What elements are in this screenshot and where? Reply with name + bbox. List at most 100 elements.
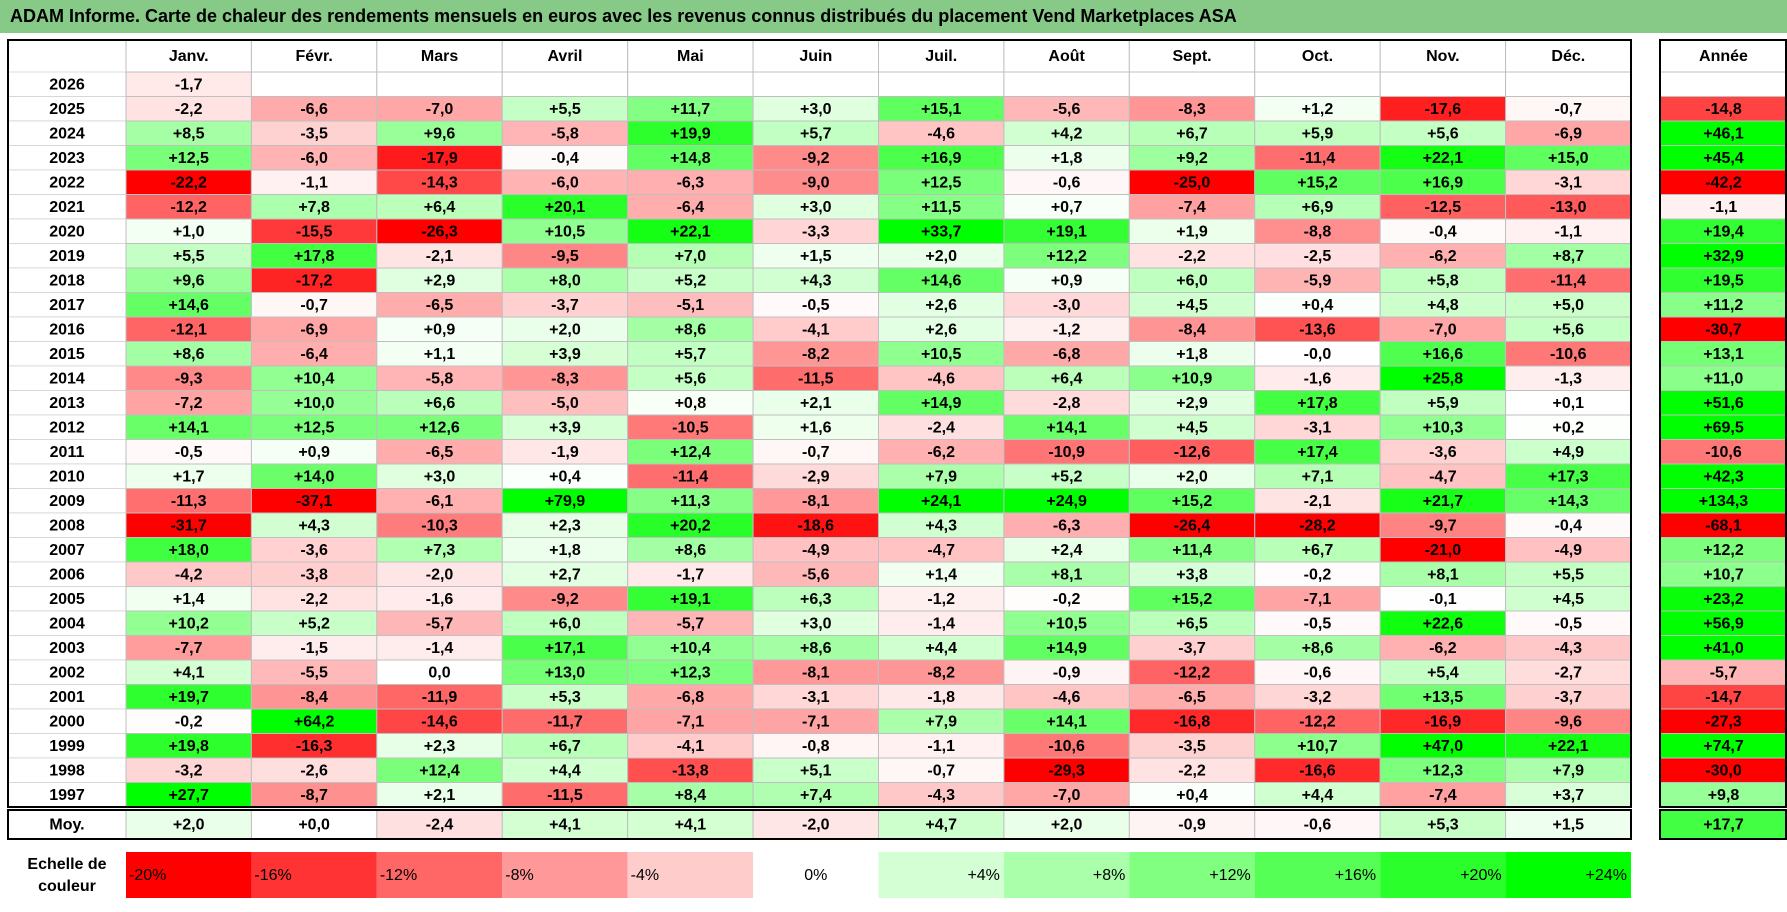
year-label: 2004 <box>49 615 85 632</box>
heatmap-cell <box>125 586 252 612</box>
year-cell <box>7 586 127 612</box>
annual-cell-value: +42,3 <box>1703 468 1744 485</box>
year-cell <box>7 708 127 734</box>
heatmap-cell <box>376 292 503 318</box>
scale-swatch-label: -12% <box>380 867 417 884</box>
average-cell-value: -0,6 <box>1304 817 1332 834</box>
heatmap-cell <box>1128 586 1256 612</box>
heatmap-cell-value: +2,1 <box>800 395 832 412</box>
annual-cell-value: +45,4 <box>1703 150 1744 167</box>
heatmap-cell-value: +10,9 <box>1172 370 1213 387</box>
heatmap-cell <box>878 194 1005 220</box>
heatmap-cell <box>1003 708 1130 734</box>
heatmap-cell-value: +10,5 <box>545 223 586 240</box>
scale-swatch-label: +20% <box>1460 867 1501 884</box>
annual-cell-value: +11,2 <box>1704 297 1744 314</box>
heatmap-cell-value: +7,9 <box>925 468 957 485</box>
heatmap-cell <box>125 488 252 514</box>
heatmap-cell <box>627 292 754 318</box>
heatmap-cell-value: +6,0 <box>1176 272 1208 289</box>
heatmap-cell <box>1128 635 1256 661</box>
heatmap-cell-value: +17,4 <box>1297 444 1338 461</box>
heatmap-cell-value: +0,4 <box>1176 787 1208 804</box>
heatmap-cell-value: -4,6 <box>927 125 955 142</box>
heatmap-cell <box>1379 341 1507 367</box>
heatmap-cell <box>1254 365 1381 391</box>
heatmap-cell-value: -31,7 <box>170 517 207 534</box>
heatmap-cell <box>125 390 252 416</box>
heatmap-cell-value: +5,5 <box>1552 566 1584 583</box>
heatmap-cell <box>376 341 503 367</box>
scale-swatch <box>126 852 252 898</box>
heatmap-cell-value: +5,4 <box>1427 664 1459 681</box>
heatmap-cell-value: -11,9 <box>422 689 458 706</box>
heatmap-cell-value: -2,1 <box>426 248 454 265</box>
heatmap-cell-value: +16,9 <box>1423 174 1464 191</box>
heatmap-cell-value: -29,3 <box>1048 762 1085 779</box>
year-label: 2019 <box>49 248 85 265</box>
heatmap-cell-value: +0,8 <box>675 395 707 412</box>
heatmap-cell-value: +5,7 <box>800 125 832 142</box>
heatmap-cell <box>250 659 378 685</box>
heatmap-cell-value: -1,9 <box>551 444 579 461</box>
heatmap-cell-value: +15,0 <box>1548 150 1589 167</box>
heatmap-cell <box>1505 684 1632 710</box>
heatmap-cell-value: -6,1 <box>426 493 454 510</box>
heatmap-cell-value: +6,6 <box>424 395 456 412</box>
year-cell <box>7 659 127 685</box>
heatmap-cell-value: -4,2 <box>175 566 203 583</box>
annual-cell <box>1659 243 1787 269</box>
month-header-label: Févr. <box>295 48 332 65</box>
heatmap-cell-value: +5,2 <box>1051 468 1083 485</box>
heatmap-cell-value: +6,4 <box>1051 370 1083 387</box>
year-cell <box>7 218 127 244</box>
heatmap-cell-value: -6,4 <box>300 346 328 363</box>
heatmap-cell-value: -2,7 <box>1555 664 1583 681</box>
heatmap-cell <box>1254 145 1381 171</box>
year-label: 2003 <box>49 640 85 657</box>
year-label: 2011 <box>50 444 85 461</box>
heatmap-cell <box>1003 316 1130 342</box>
annual-cell-value: -27,3 <box>1705 713 1742 730</box>
grid-border <box>7 39 1632 808</box>
heatmap-cell-value: -26,4 <box>1174 517 1211 534</box>
heatmap-cell-value: +1,4 <box>925 566 957 583</box>
heatmap-cell-value: -11,4 <box>1300 150 1336 167</box>
heatmap-cell <box>1379 71 1507 97</box>
heatmap-cell-value: -1,3 <box>1555 370 1583 387</box>
heatmap-cell-value: -6,0 <box>551 174 579 191</box>
heatmap-cell-value: +15,2 <box>1297 174 1338 191</box>
heatmap-cell <box>501 316 629 342</box>
heatmap-cell-value: +1,6 <box>800 419 832 436</box>
heatmap-cell <box>627 145 754 171</box>
heatmap-cell-value: +2,0 <box>1176 468 1208 485</box>
heatmap-cell <box>501 757 629 783</box>
heatmap-cell <box>250 488 378 514</box>
heatmap-cell-value: -7,0 <box>1053 787 1081 804</box>
heatmap-cell-value: -7,1 <box>1304 591 1332 608</box>
heatmap-cell-value: -37,1 <box>296 493 333 510</box>
heatmap-cell-value: +6,0 <box>549 615 581 632</box>
heatmap-cell-value: +22,6 <box>1423 615 1464 632</box>
heatmap-cell <box>627 586 754 612</box>
heatmap-cell-value: -4,6 <box>1053 689 1081 706</box>
heatmap-cell-value: +24,9 <box>1046 493 1087 510</box>
heatmap-cell <box>627 635 754 661</box>
heatmap-cell-value: +4,5 <box>1176 297 1208 314</box>
heatmap-cell <box>376 586 503 612</box>
heatmap-cell-value: +10,2 <box>168 615 209 632</box>
month-header-cell <box>125 39 252 73</box>
heatmap-cell-value: -3,1 <box>1304 419 1332 436</box>
heatmap-cell-value: -4,1 <box>802 321 830 338</box>
heatmap-cell <box>1254 71 1381 97</box>
heatmap-cell-value: +2,4 <box>1051 542 1083 559</box>
heatmap-cell-value: -12,6 <box>1174 444 1211 461</box>
heatmap-cell-value: -3,2 <box>175 762 203 779</box>
heatmap-cell-value: +2,6 <box>925 297 957 314</box>
heatmap-cell <box>125 659 252 685</box>
heatmap-cell <box>1254 659 1381 685</box>
heatmap-cell <box>125 733 252 759</box>
annual-cell-value: +134,3 <box>1699 493 1748 510</box>
heatmap-cell <box>878 71 1005 97</box>
heatmap-cell <box>501 488 629 514</box>
